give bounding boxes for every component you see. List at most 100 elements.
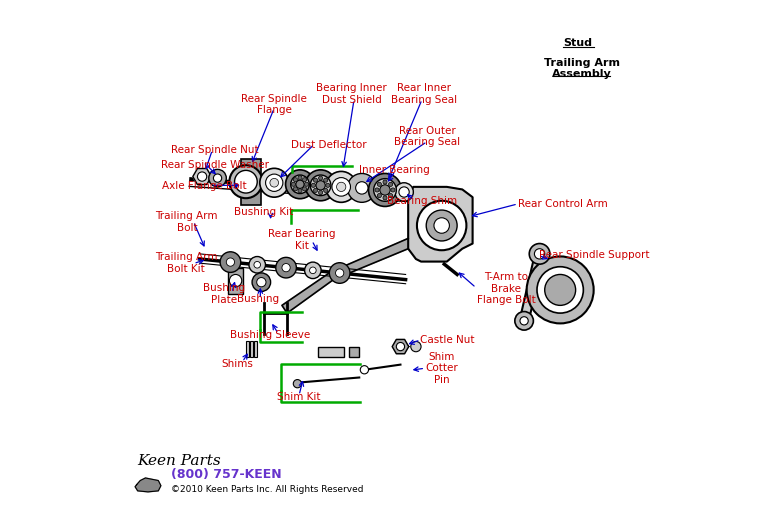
Circle shape — [266, 174, 283, 192]
Circle shape — [399, 187, 409, 197]
Circle shape — [326, 183, 330, 188]
Circle shape — [259, 168, 289, 197]
Text: Trailing Arm
Bolt Kit: Trailing Arm Bolt Kit — [155, 252, 217, 274]
Circle shape — [336, 269, 343, 277]
Text: T-Arm to
Brake
Flange Bolt: T-Arm to Brake Flange Bolt — [477, 272, 535, 306]
Circle shape — [330, 263, 350, 283]
Circle shape — [537, 267, 584, 313]
Text: Keen Parts: Keen Parts — [138, 454, 222, 468]
Text: Bushing
Plate: Bushing Plate — [203, 283, 246, 305]
Text: Shim
Cotter
Pin: Shim Cotter Pin — [425, 352, 458, 385]
Circle shape — [293, 380, 302, 388]
Circle shape — [311, 183, 316, 188]
Text: Rear Control Arm: Rear Control Arm — [518, 199, 608, 209]
Circle shape — [229, 165, 263, 198]
Circle shape — [397, 342, 404, 351]
Bar — [254, 341, 257, 357]
Text: Bushing Sleeve: Bushing Sleeve — [230, 330, 310, 340]
Circle shape — [313, 178, 317, 182]
Circle shape — [296, 180, 304, 189]
Circle shape — [286, 170, 314, 199]
Circle shape — [332, 178, 350, 196]
Circle shape — [529, 243, 550, 264]
Bar — [241, 159, 261, 205]
Circle shape — [544, 275, 576, 306]
Circle shape — [291, 182, 296, 186]
Bar — [250, 341, 253, 357]
Circle shape — [291, 175, 310, 194]
Circle shape — [249, 256, 266, 273]
Bar — [349, 347, 360, 357]
Circle shape — [319, 176, 323, 180]
Circle shape — [427, 210, 457, 241]
Circle shape — [276, 257, 296, 278]
Circle shape — [316, 181, 325, 190]
Bar — [228, 268, 243, 294]
Circle shape — [310, 175, 331, 196]
Circle shape — [410, 341, 421, 352]
Circle shape — [369, 174, 401, 207]
Circle shape — [534, 249, 544, 259]
Circle shape — [380, 185, 390, 195]
Bar — [246, 341, 249, 357]
Circle shape — [303, 178, 306, 182]
Circle shape — [305, 170, 336, 201]
Circle shape — [326, 171, 357, 203]
Circle shape — [305, 262, 321, 279]
Circle shape — [270, 178, 279, 187]
Text: Rear Spindle Nut: Rear Spindle Nut — [171, 145, 259, 155]
Bar — [318, 347, 343, 357]
Text: Bearing Inner
Dust Shield: Bearing Inner Dust Shield — [316, 83, 387, 105]
Circle shape — [256, 278, 266, 287]
Circle shape — [336, 182, 346, 192]
Text: Bushing Kit: Bushing Kit — [234, 207, 293, 217]
Text: Shim Kit: Shim Kit — [277, 392, 321, 402]
Circle shape — [356, 182, 368, 194]
Circle shape — [304, 182, 309, 186]
Circle shape — [373, 179, 397, 202]
Circle shape — [293, 178, 297, 182]
Text: (800) 757-KEEN: (800) 757-KEEN — [171, 468, 282, 481]
Circle shape — [209, 169, 226, 187]
Circle shape — [377, 182, 381, 186]
Circle shape — [391, 188, 395, 192]
Text: Castle Nut: Castle Nut — [420, 336, 474, 346]
Polygon shape — [392, 339, 409, 354]
Circle shape — [323, 178, 328, 182]
Polygon shape — [192, 168, 212, 184]
Circle shape — [383, 180, 387, 184]
Text: Rear Spindle Support: Rear Spindle Support — [538, 250, 649, 261]
Circle shape — [323, 189, 328, 193]
Circle shape — [282, 264, 290, 272]
Circle shape — [197, 172, 206, 181]
Text: Rear Outer
Bearing Seal: Rear Outer Bearing Seal — [394, 125, 460, 147]
Polygon shape — [408, 187, 473, 262]
Circle shape — [417, 201, 467, 250]
Text: Stud: Stud — [564, 38, 593, 48]
Circle shape — [293, 187, 297, 191]
Text: Rear Bearing
Kit: Rear Bearing Kit — [268, 229, 335, 251]
Circle shape — [434, 218, 450, 233]
Circle shape — [527, 256, 594, 323]
Circle shape — [383, 196, 387, 200]
Text: Trailing Arm
Assembly: Trailing Arm Assembly — [544, 57, 620, 79]
Circle shape — [520, 316, 528, 325]
Circle shape — [395, 183, 413, 202]
Text: Axle Flange Bolt: Axle Flange Bolt — [162, 181, 247, 191]
Circle shape — [375, 188, 379, 192]
Circle shape — [226, 258, 235, 266]
Text: Inner Bearing: Inner Bearing — [359, 165, 430, 176]
Polygon shape — [135, 478, 161, 492]
Circle shape — [298, 176, 302, 180]
Text: Trailing Arm 
Bolt: Trailing Arm Bolt — [155, 211, 220, 233]
Text: Rear Spindle
Flange: Rear Spindle Flange — [241, 94, 307, 115]
Circle shape — [252, 273, 270, 292]
Circle shape — [319, 191, 323, 195]
Circle shape — [310, 267, 316, 274]
Circle shape — [347, 174, 377, 203]
Circle shape — [254, 262, 260, 268]
Text: Rear Inner
Bearing Seal: Rear Inner Bearing Seal — [390, 83, 457, 105]
Circle shape — [220, 252, 241, 272]
Circle shape — [213, 174, 222, 182]
Circle shape — [303, 187, 306, 191]
